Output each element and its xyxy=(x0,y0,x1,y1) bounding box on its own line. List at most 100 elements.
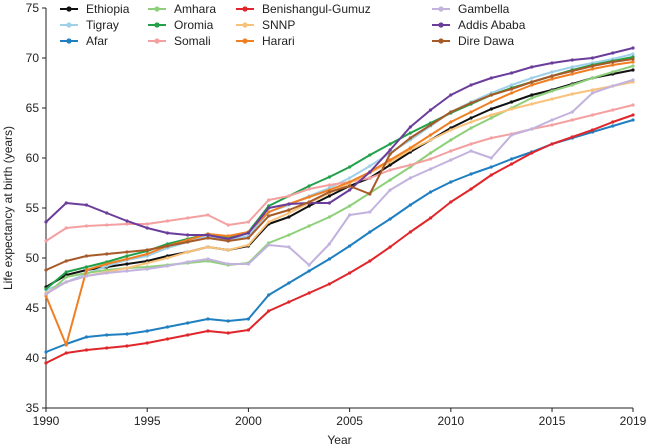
data-point-harari xyxy=(489,100,493,104)
data-point-afar xyxy=(44,350,48,354)
data-point-amhara xyxy=(388,178,392,182)
data-point-tigray xyxy=(570,65,574,69)
data-point-somali xyxy=(307,187,311,191)
data-point-addis-ababa xyxy=(84,203,89,207)
data-point-addis-ababa xyxy=(611,51,615,55)
data-point-somali xyxy=(105,223,109,227)
data-point-benishangul-gumuz xyxy=(84,348,89,352)
data-point-gambella xyxy=(388,188,392,192)
data-point-harari xyxy=(226,234,230,238)
data-point-harari xyxy=(469,110,473,114)
data-point-somali xyxy=(226,223,230,227)
data-point-amhara xyxy=(469,126,473,130)
data-point-ethiopia xyxy=(287,215,291,219)
data-point-gambella xyxy=(186,260,190,264)
data-point-amhara xyxy=(590,76,595,80)
data-point-addis-ababa xyxy=(267,206,271,210)
data-point-benishangul-gumuz xyxy=(631,113,635,117)
legend-label: Afar xyxy=(86,34,108,48)
data-point-gambella xyxy=(44,292,48,296)
data-point-gambella xyxy=(408,176,412,180)
legend-swatch-marker xyxy=(242,22,248,28)
data-point-harari xyxy=(64,343,68,347)
y-tick-label: 70 xyxy=(26,51,40,65)
data-point-somali xyxy=(125,222,129,226)
data-point-addis-ababa xyxy=(530,65,534,69)
data-point-ethiopia xyxy=(469,116,473,120)
data-point-gambella xyxy=(307,263,311,267)
data-point-snnp xyxy=(590,88,595,92)
data-point-amhara xyxy=(327,215,331,219)
data-point-afar xyxy=(408,203,412,207)
axes xyxy=(45,8,633,409)
data-point-ethiopia xyxy=(509,100,514,104)
data-point-benishangul-gumuz xyxy=(226,331,230,335)
data-point-snnp xyxy=(226,248,230,252)
data-point-dire-dawa xyxy=(469,101,473,105)
data-point-somali xyxy=(287,194,291,198)
data-point-gambella xyxy=(84,274,89,278)
data-point-gambella xyxy=(469,149,473,153)
data-point-benishangul-gumuz xyxy=(530,151,534,155)
x-tick-label: 2010 xyxy=(437,414,464,428)
data-point-afar xyxy=(287,281,291,285)
data-point-benishangul-gumuz xyxy=(408,230,412,234)
data-point-addis-ababa xyxy=(631,46,635,50)
legend-label: Benishangul-Gumuz xyxy=(262,2,371,16)
data-point-harari xyxy=(631,60,635,64)
legend-swatch-marker xyxy=(242,38,248,44)
ticks: 35 40 45 50 55 60 65 70 75 1990 1995 2000 2005 2010 20… xyxy=(26,1,647,428)
data-point-addis-ababa xyxy=(105,211,109,215)
data-point-amhara xyxy=(570,83,574,87)
data-point-harari xyxy=(388,158,392,162)
data-point-harari xyxy=(570,72,574,76)
data-point-addis-ababa xyxy=(327,201,331,205)
data-point-benishangul-gumuz xyxy=(550,142,554,146)
data-point-somali xyxy=(469,142,473,146)
data-point-benishangul-gumuz xyxy=(368,259,372,263)
data-point-gambella xyxy=(509,133,514,137)
legend-swatch-marker xyxy=(242,6,248,12)
data-point-dire-dawa xyxy=(631,57,635,61)
y-tick-label: 60 xyxy=(26,151,40,165)
series-line-addis-ababa xyxy=(45,47,634,240)
data-point-benishangul-gumuz xyxy=(125,344,129,348)
data-point-somali xyxy=(449,149,453,153)
data-point-oromia xyxy=(368,153,372,157)
data-point-oromia xyxy=(307,184,311,188)
data-point-somali xyxy=(388,168,392,172)
data-point-addis-ababa xyxy=(368,170,372,174)
data-point-addis-ababa xyxy=(590,56,595,60)
data-point-dire-dawa xyxy=(428,123,433,127)
data-point-somali xyxy=(267,198,271,202)
legend-item-tigray: Tigray xyxy=(60,18,119,32)
data-point-dire-dawa xyxy=(530,80,534,84)
data-point-addis-ababa xyxy=(125,219,129,223)
data-point-somali xyxy=(408,163,412,167)
data-point-harari xyxy=(611,63,615,67)
data-point-gambella xyxy=(428,167,433,171)
data-point-afar xyxy=(449,180,453,184)
y-tick-label: 45 xyxy=(26,301,40,315)
data-point-snnp xyxy=(165,256,170,260)
data-point-benishangul-gumuz xyxy=(509,162,514,166)
data-point-afar xyxy=(145,329,149,333)
data-point-somali xyxy=(611,108,615,112)
data-point-harari xyxy=(590,67,595,71)
data-point-afar xyxy=(611,124,615,128)
series-line-ethiopia xyxy=(45,69,634,288)
x-tick-label: 1990 xyxy=(33,414,60,428)
data-point-somali xyxy=(368,176,372,180)
data-point-somali xyxy=(570,118,574,122)
data-point-dire-dawa xyxy=(590,64,595,68)
legend-label: Tigray xyxy=(86,18,119,32)
data-point-afar xyxy=(267,293,271,297)
data-point-somali xyxy=(550,123,554,127)
y-tick-label: 40 xyxy=(26,351,40,365)
data-point-addis-ababa xyxy=(246,231,251,235)
series-harari xyxy=(44,60,635,347)
data-point-addis-ababa xyxy=(186,233,190,237)
data-point-benishangul-gumuz xyxy=(165,337,170,341)
data-point-gambella xyxy=(246,262,251,266)
data-point-snnp xyxy=(145,261,149,265)
